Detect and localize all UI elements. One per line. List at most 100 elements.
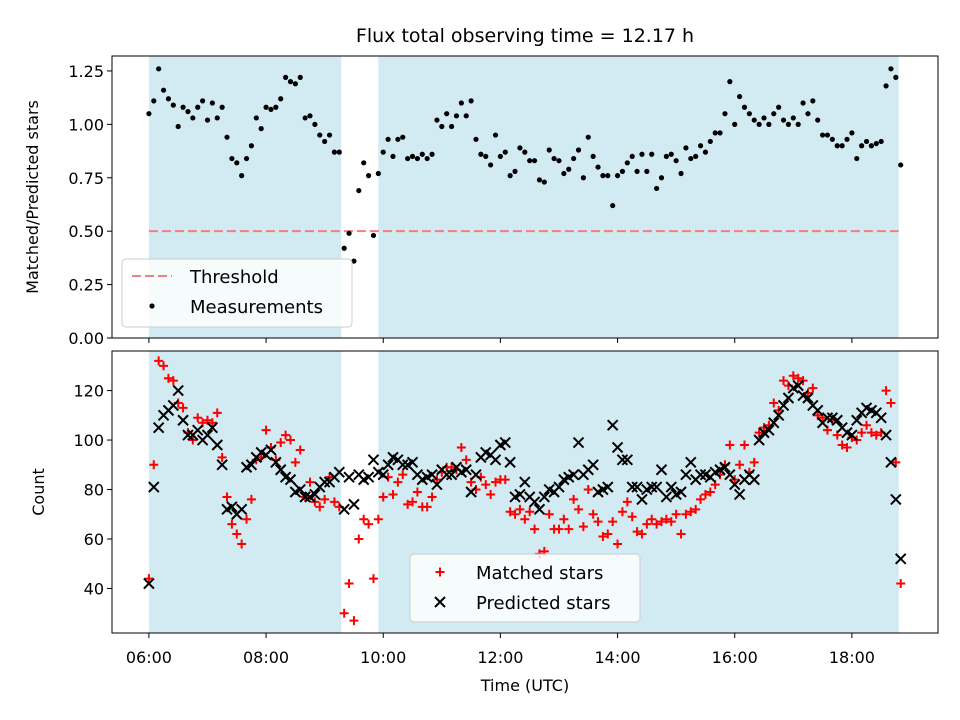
predicted-star-marker [406,456,419,469]
predicted-star-marker [606,419,619,431]
matched-star-marker [378,492,388,502]
legend-measurements-swatch [149,303,155,309]
measurement-point [517,145,523,151]
measurement-point [146,111,152,117]
measurement-point [302,115,308,121]
measurement-point [839,143,845,149]
measurement-point [605,173,611,179]
measurement-point [258,126,264,132]
matched-star-marker [735,460,745,470]
measurement-point [737,93,743,100]
x-axis-label: Time (UTC) [480,676,569,695]
measurement-point [546,147,552,153]
matched-star-marker [681,509,691,519]
bottom-axes-frame [111,350,939,634]
matched-star-marker [749,457,759,467]
predicted-star-marker [143,577,155,590]
matched-star-marker [344,579,354,589]
matched-star-marker [842,442,852,452]
measurement-point [185,108,191,115]
matched-star-marker [779,376,789,386]
matched-star-marker [217,452,227,462]
predicted-star-marker [655,464,668,476]
top-y-tick-label: 0.75 [68,169,104,188]
predicted-star-marker [177,414,189,426]
matched-star-marker [608,517,618,527]
predicted-star-marker [192,424,204,436]
predicted-star-marker [299,491,311,503]
matched-star-marker [676,529,686,539]
matched-star-marker [554,524,564,534]
matched-star-marker [637,529,647,539]
top-legend-box [121,258,353,328]
measurement-point [356,187,362,194]
measurement-point [204,117,211,123]
matched-star-marker [242,514,252,524]
matched-star-marker [510,509,520,519]
bottom-legend-box [409,553,641,623]
matched-star-marker [886,398,896,408]
matched-star-marker [788,371,798,381]
measurement-point [527,158,533,164]
x-tick-label: 14:00 [595,648,641,667]
predicted-star-marker [431,478,443,491]
measurement-point [873,140,879,147]
measurement-point [346,230,352,236]
measurement-point [307,113,313,119]
measurement-point [673,158,679,164]
predicted-star-marker [533,503,546,516]
matched-star-marker [769,398,779,408]
predicted-star-marker [226,501,238,513]
legend-matched-label: Matched stars [476,563,603,584]
measurement-point [732,121,738,127]
measurement-point [541,179,547,185]
measurement-point [170,102,176,108]
predicted-star-marker [182,429,194,441]
matched-star-marker [505,507,515,517]
matched-star-marker [237,539,247,549]
bottom-y-tick-label: 80 [84,481,104,500]
matched-star-marker [642,519,652,529]
measurement-point [868,143,875,149]
predicted-star-marker [875,412,887,424]
predicted-star-marker [377,468,389,481]
predicted-star-marker [777,399,790,412]
predicted-star-marker [489,454,502,466]
matched-star-marker [359,514,369,524]
predicted-star-marker [665,481,677,493]
predicted-star-marker [348,498,360,511]
top-y-tick-label: 1.00 [68,115,104,134]
legend-threshold-label: Threshold [189,267,279,288]
measurement-point [224,134,230,140]
measurement-point [531,158,538,164]
measurement-point [800,100,806,106]
measurement-point [898,162,904,168]
measurement-point [365,173,372,179]
matched-star-marker [857,428,867,438]
measurement-point [419,151,425,157]
measurement-point [200,98,206,104]
measurement-point [600,173,606,179]
legend-matched-swatch [435,567,445,577]
predicted-star-marker [440,468,453,481]
measurement-point [819,132,826,138]
measurement-point [629,153,635,160]
matched-star-marker [520,514,530,524]
measurement-point [834,143,840,149]
matched-star-marker [232,529,242,539]
measurement-point [473,136,479,142]
measurement-point [785,121,792,127]
matched-star-marker [627,512,637,522]
measurement-point [439,123,445,130]
x-tick-label: 10:00 [360,648,406,667]
measurement-point [751,117,757,123]
predicted-star-marker [538,491,551,503]
matched-star-marker [632,527,642,537]
measurement-point [536,177,543,183]
matched-star-marker [456,442,466,452]
measurement-point [771,111,777,117]
matched-star-marker [564,524,574,534]
measurement-point [468,98,474,104]
measurement-point [292,81,298,87]
predicted-star-marker [206,421,219,434]
